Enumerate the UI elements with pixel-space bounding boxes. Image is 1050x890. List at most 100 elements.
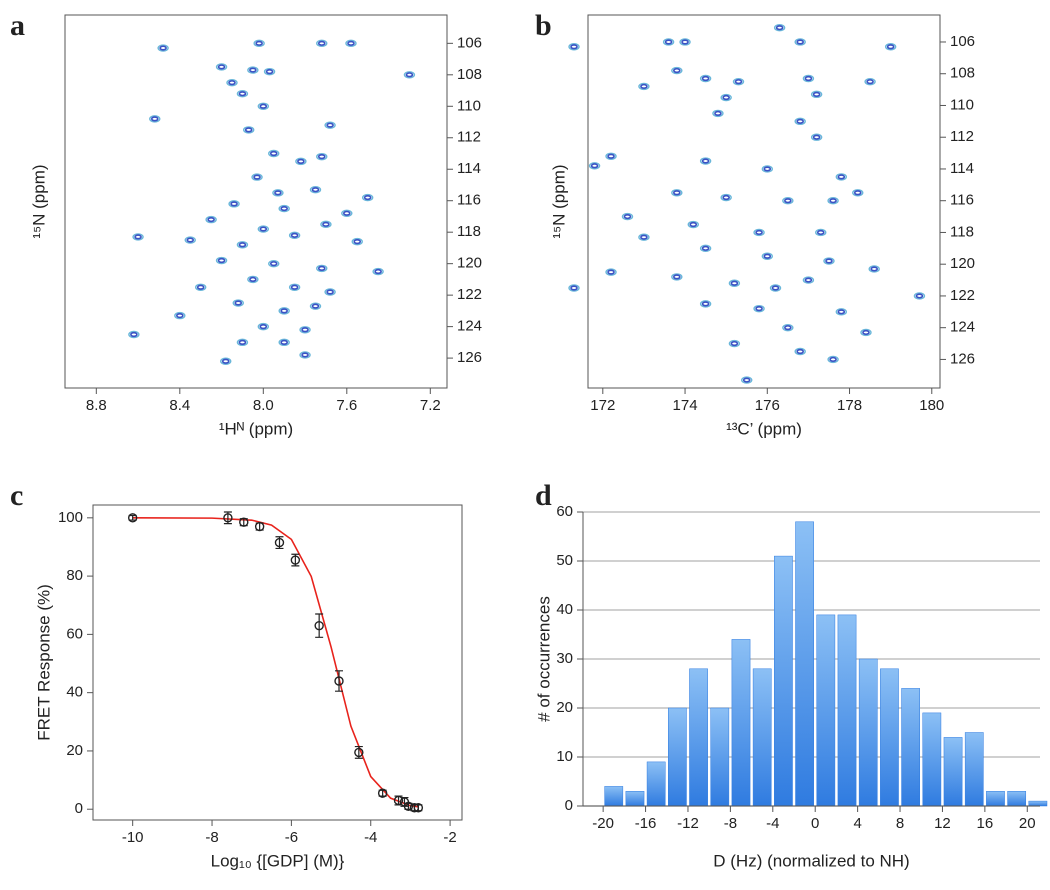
- peak: [605, 268, 617, 276]
- peak: [157, 44, 169, 52]
- peak-core: [290, 232, 299, 238]
- y-tick-label: 50: [556, 552, 573, 569]
- peak-core: [886, 44, 895, 50]
- peak-core: [301, 352, 309, 358]
- peak-core: [837, 174, 846, 180]
- peak-core: [866, 79, 874, 85]
- peak-core: [812, 134, 821, 140]
- x-tick-label: 174: [673, 397, 698, 414]
- peak: [671, 273, 683, 281]
- peak-core: [623, 213, 632, 220]
- y-tick-label: 126: [950, 350, 975, 367]
- peak: [194, 283, 207, 291]
- y-axis-label: # of occurrences: [534, 596, 553, 722]
- y-tick-label: 60: [556, 503, 573, 520]
- bar: [774, 555, 793, 807]
- peak: [638, 233, 650, 241]
- peak-core: [640, 83, 648, 90]
- x-tick-label: 4: [853, 815, 861, 832]
- peak-core: [796, 348, 804, 355]
- data-point: [127, 513, 138, 523]
- peak: [720, 93, 732, 102]
- peak: [568, 284, 580, 292]
- peak-core: [269, 150, 278, 157]
- peak-core: [673, 67, 681, 74]
- peak: [699, 244, 712, 253]
- bar: [668, 707, 687, 807]
- peak-core: [812, 91, 821, 97]
- x-tick-label: 7.2: [420, 397, 441, 414]
- peak: [761, 252, 773, 260]
- peak: [884, 43, 897, 51]
- peak: [671, 66, 683, 75]
- peak: [823, 257, 835, 265]
- peak-core: [311, 187, 320, 193]
- peak: [236, 241, 249, 249]
- peak-core: [771, 285, 780, 291]
- bar: [880, 668, 899, 807]
- peak-core: [311, 303, 320, 309]
- peak-core: [269, 261, 278, 267]
- peak: [253, 39, 265, 48]
- y-axis-label: ¹⁵N (ppm): [29, 164, 48, 238]
- peak: [278, 338, 290, 347]
- x-axis-label: D (Hz) (normalized to NH): [713, 851, 909, 870]
- y-tick-label: 110: [457, 97, 481, 114]
- plot-frame: [64, 14, 448, 389]
- x-tick-label: 20: [1019, 815, 1036, 832]
- x-tick-label: 8: [896, 815, 904, 832]
- data-point: [239, 517, 249, 527]
- panel-label: a: [10, 9, 25, 42]
- peak: [232, 299, 244, 307]
- peak: [810, 133, 823, 141]
- peak: [728, 279, 741, 287]
- peak: [403, 71, 416, 79]
- y-tick-label: 120: [950, 255, 975, 272]
- peak-core: [130, 331, 138, 338]
- peak: [827, 197, 839, 205]
- peak: [251, 173, 263, 181]
- peak-core: [217, 257, 226, 264]
- y-tick-label: 106: [457, 34, 482, 51]
- peak-core: [763, 253, 772, 259]
- peak: [268, 149, 280, 158]
- peak: [257, 322, 270, 331]
- y-tick-label: 0: [75, 800, 83, 817]
- peak: [263, 67, 276, 76]
- y-tick-label: 108: [457, 66, 482, 83]
- bar: [604, 786, 624, 807]
- peak-core: [317, 265, 326, 271]
- bar: [837, 614, 857, 807]
- x-tick-label: 0: [811, 815, 819, 832]
- peak-core: [796, 39, 804, 45]
- peak: [732, 77, 745, 86]
- peak-core: [228, 80, 236, 86]
- peak-core: [238, 339, 247, 345]
- peak: [802, 276, 815, 284]
- peak-core: [607, 153, 615, 159]
- peak: [288, 283, 301, 291]
- peak-core: [317, 40, 326, 46]
- peak-core: [249, 67, 257, 73]
- x-tick-label: 8.4: [169, 397, 190, 414]
- peak: [687, 220, 699, 229]
- x-tick-label: -16: [635, 815, 657, 832]
- y-tick-label: 124: [950, 319, 975, 336]
- x-tick-label: -6: [285, 829, 298, 846]
- x-tick-label: -4: [364, 829, 377, 846]
- bar: [986, 791, 1005, 807]
- peak: [299, 351, 311, 359]
- peak-core: [689, 221, 698, 228]
- peak: [782, 323, 794, 332]
- peak-core: [755, 306, 763, 312]
- y-tick-label: 124: [457, 318, 482, 335]
- peak: [712, 109, 724, 118]
- x-tick-label: 8.8: [86, 397, 107, 414]
- peak: [272, 189, 284, 197]
- peak-core: [255, 40, 263, 46]
- peak-core: [249, 276, 257, 283]
- peak-core: [297, 158, 305, 164]
- data-point: [403, 801, 414, 812]
- peak: [815, 228, 827, 237]
- peak: [769, 284, 782, 292]
